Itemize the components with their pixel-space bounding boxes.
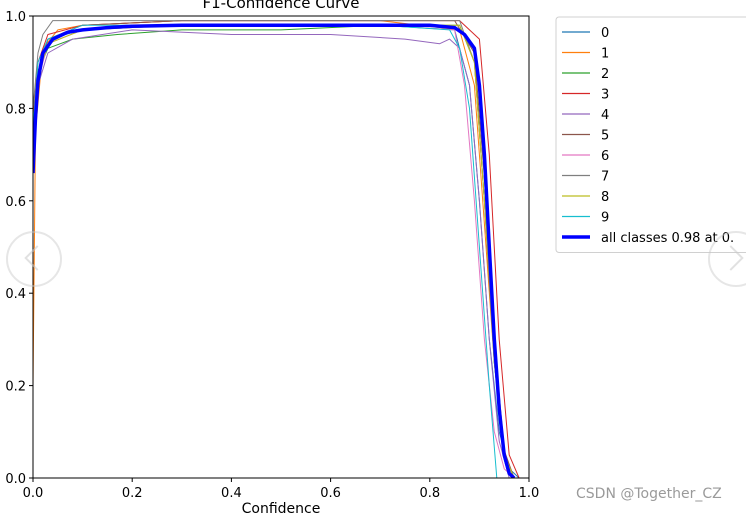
- x-axis-label: Confidence: [242, 501, 321, 515]
- chevron-right-icon: [718, 245, 744, 271]
- y-tick-label: 0.2: [5, 380, 26, 395]
- legend-label: 1: [601, 47, 609, 62]
- x-tick-label: 1.0: [519, 486, 540, 501]
- watermark: CSDN @Together_CZ: [576, 486, 722, 502]
- y-tick-label: 0.0: [5, 472, 26, 487]
- legend-label: 3: [601, 88, 609, 103]
- legend-label: 4: [601, 108, 609, 123]
- series-line-2: [33, 24, 515, 478]
- y-tick-label: 1.0: [5, 10, 26, 25]
- legend-label: 5: [601, 129, 609, 144]
- series-line-8: [33, 24, 515, 478]
- series-line-3: [33, 20, 520, 478]
- y-tick-label: 0.6: [5, 195, 26, 210]
- axes-frame: [32, 15, 530, 479]
- x-tick-label: 0.8: [419, 486, 440, 501]
- y-tick-label: 0.4: [5, 287, 26, 302]
- legend-label: 8: [601, 190, 609, 205]
- chevron-left-icon: [24, 245, 50, 271]
- series-line-1: [33, 20, 515, 478]
- x-tick-label: 0.6: [320, 486, 341, 501]
- legend-label: 0: [601, 26, 609, 41]
- legend-label: 6: [601, 149, 609, 164]
- legend-label: all classes 0.98 at 0.: [601, 231, 734, 246]
- x-tick-label: 0.4: [221, 486, 242, 501]
- x-tick-label: 0.0: [23, 486, 44, 501]
- chart-title: F1-Confidence Curve: [203, 0, 360, 12]
- series-line-7: [33, 20, 515, 478]
- series-line-5: [33, 20, 515, 478]
- legend-box: [555, 16, 746, 253]
- series-line-all-classes: [33, 23, 516, 478]
- legend-label: 9: [601, 211, 609, 226]
- axis-ticks: 0.0 0.2 0.4 0.6 0.8 1.0 0.0 0.2 0.4 0.6 0.8 1.0: [5, 10, 539, 501]
- series-line-6: [33, 24, 515, 478]
- series-line-9: [33, 24, 498, 478]
- legend-label: 7: [601, 170, 609, 185]
- legend-label: 2: [601, 67, 609, 82]
- x-tick-label: 0.2: [122, 486, 143, 501]
- series-line-4: [33, 29, 510, 478]
- previous-image-button[interactable]: [6, 231, 62, 287]
- y-tick-label: 0.8: [5, 102, 26, 117]
- legend: 0 1 2 3 4 5 6 7 8 9 all classes 0.98 at 0.: [555, 16, 746, 253]
- series-line-0: [33, 24, 520, 478]
- plot-area: [32, 15, 530, 479]
